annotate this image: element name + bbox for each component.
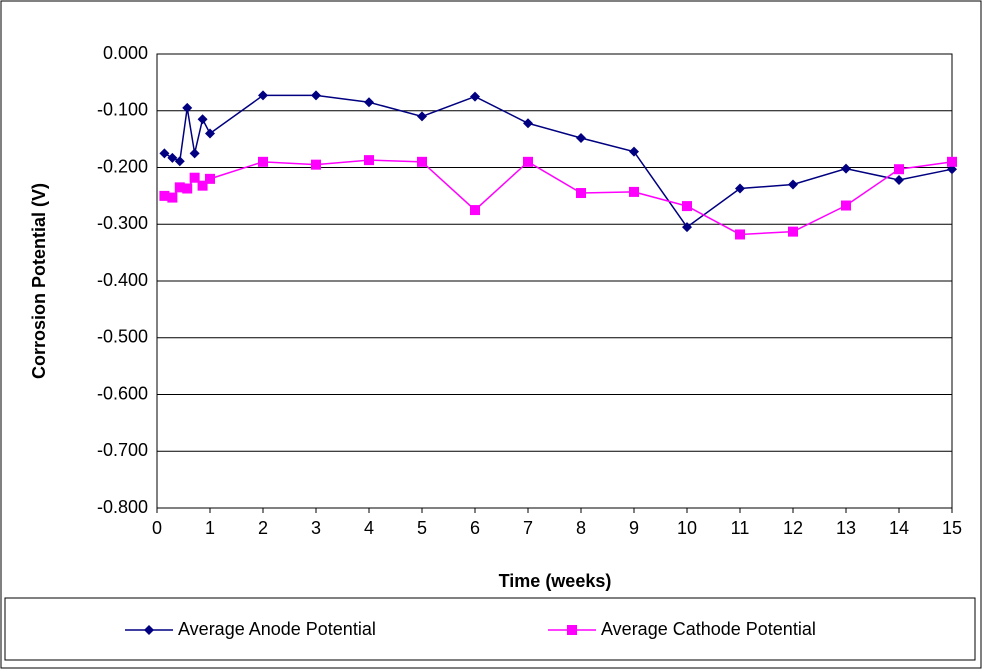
y-tick-label: -0.600 — [97, 383, 148, 403]
x-tick-label: 8 — [576, 518, 586, 538]
y-tick-label: -0.100 — [97, 100, 148, 120]
x-tick-label: 15 — [942, 518, 962, 538]
marker — [311, 90, 321, 101]
marker — [788, 226, 798, 237]
marker — [417, 156, 427, 167]
x-tick-label: 7 — [523, 518, 533, 538]
x-tick-label: 14 — [889, 518, 909, 538]
x-tick-label: 9 — [629, 518, 639, 538]
y-tick-label: -0.200 — [97, 156, 148, 176]
x-tick-label: 12 — [783, 518, 803, 538]
marker — [364, 155, 374, 166]
marker — [735, 183, 745, 194]
legend-label: Average Cathode Potential — [601, 619, 816, 639]
marker — [189, 172, 200, 183]
marker — [182, 183, 193, 194]
y-tick-label: -0.300 — [97, 213, 148, 233]
marker — [735, 229, 745, 240]
x-tick-label: 3 — [311, 518, 321, 538]
y-axis-title: Corrosion Potential (V) — [29, 183, 49, 379]
marker — [788, 179, 798, 190]
marker — [167, 152, 178, 163]
marker — [144, 625, 154, 635]
marker — [189, 148, 200, 159]
y-tick-label: 0.000 — [103, 43, 148, 63]
marker — [629, 146, 639, 157]
marker — [629, 186, 639, 197]
marker — [894, 164, 904, 175]
y-tick-label: -0.800 — [97, 497, 148, 517]
marker — [182, 102, 193, 113]
marker — [894, 174, 904, 185]
marker — [159, 148, 170, 159]
marker — [167, 192, 178, 203]
marker — [841, 163, 851, 174]
legend-label: Average Anode Potential — [178, 619, 376, 639]
x-tick-label: 10 — [677, 518, 697, 538]
marker — [576, 188, 586, 199]
marker — [205, 128, 215, 139]
marker — [197, 180, 208, 191]
marker — [174, 156, 185, 167]
marker — [258, 156, 268, 167]
marker — [311, 159, 321, 170]
x-tick-label: 0 — [152, 518, 162, 538]
marker — [174, 182, 185, 193]
legend-box — [4, 597, 976, 661]
marker — [258, 90, 268, 101]
x-axis-title: Time (weeks) — [499, 571, 612, 591]
x-tick-label: 6 — [470, 518, 480, 538]
marker — [470, 91, 480, 102]
y-tick-label: -0.400 — [97, 270, 148, 290]
x-tick-label: 11 — [731, 518, 750, 538]
marker — [364, 97, 374, 108]
y-tick-label: -0.700 — [97, 440, 148, 460]
marker — [159, 190, 170, 201]
x-tick-label: 5 — [417, 518, 427, 538]
marker — [567, 625, 577, 635]
marker — [523, 118, 533, 129]
marker — [523, 156, 533, 167]
marker — [682, 222, 692, 233]
x-tick-label: 1 — [205, 518, 215, 538]
x-tick-label: 2 — [258, 518, 268, 538]
x-tick-label: 4 — [364, 518, 374, 538]
marker — [417, 111, 427, 122]
y-tick-label: -0.500 — [97, 327, 148, 347]
marker — [205, 173, 215, 184]
x-tick-label: 13 — [836, 518, 856, 538]
marker — [947, 156, 957, 167]
marker — [576, 132, 586, 143]
marker — [841, 200, 851, 211]
marker — [470, 205, 480, 216]
marker — [197, 114, 208, 125]
marker — [682, 201, 692, 212]
